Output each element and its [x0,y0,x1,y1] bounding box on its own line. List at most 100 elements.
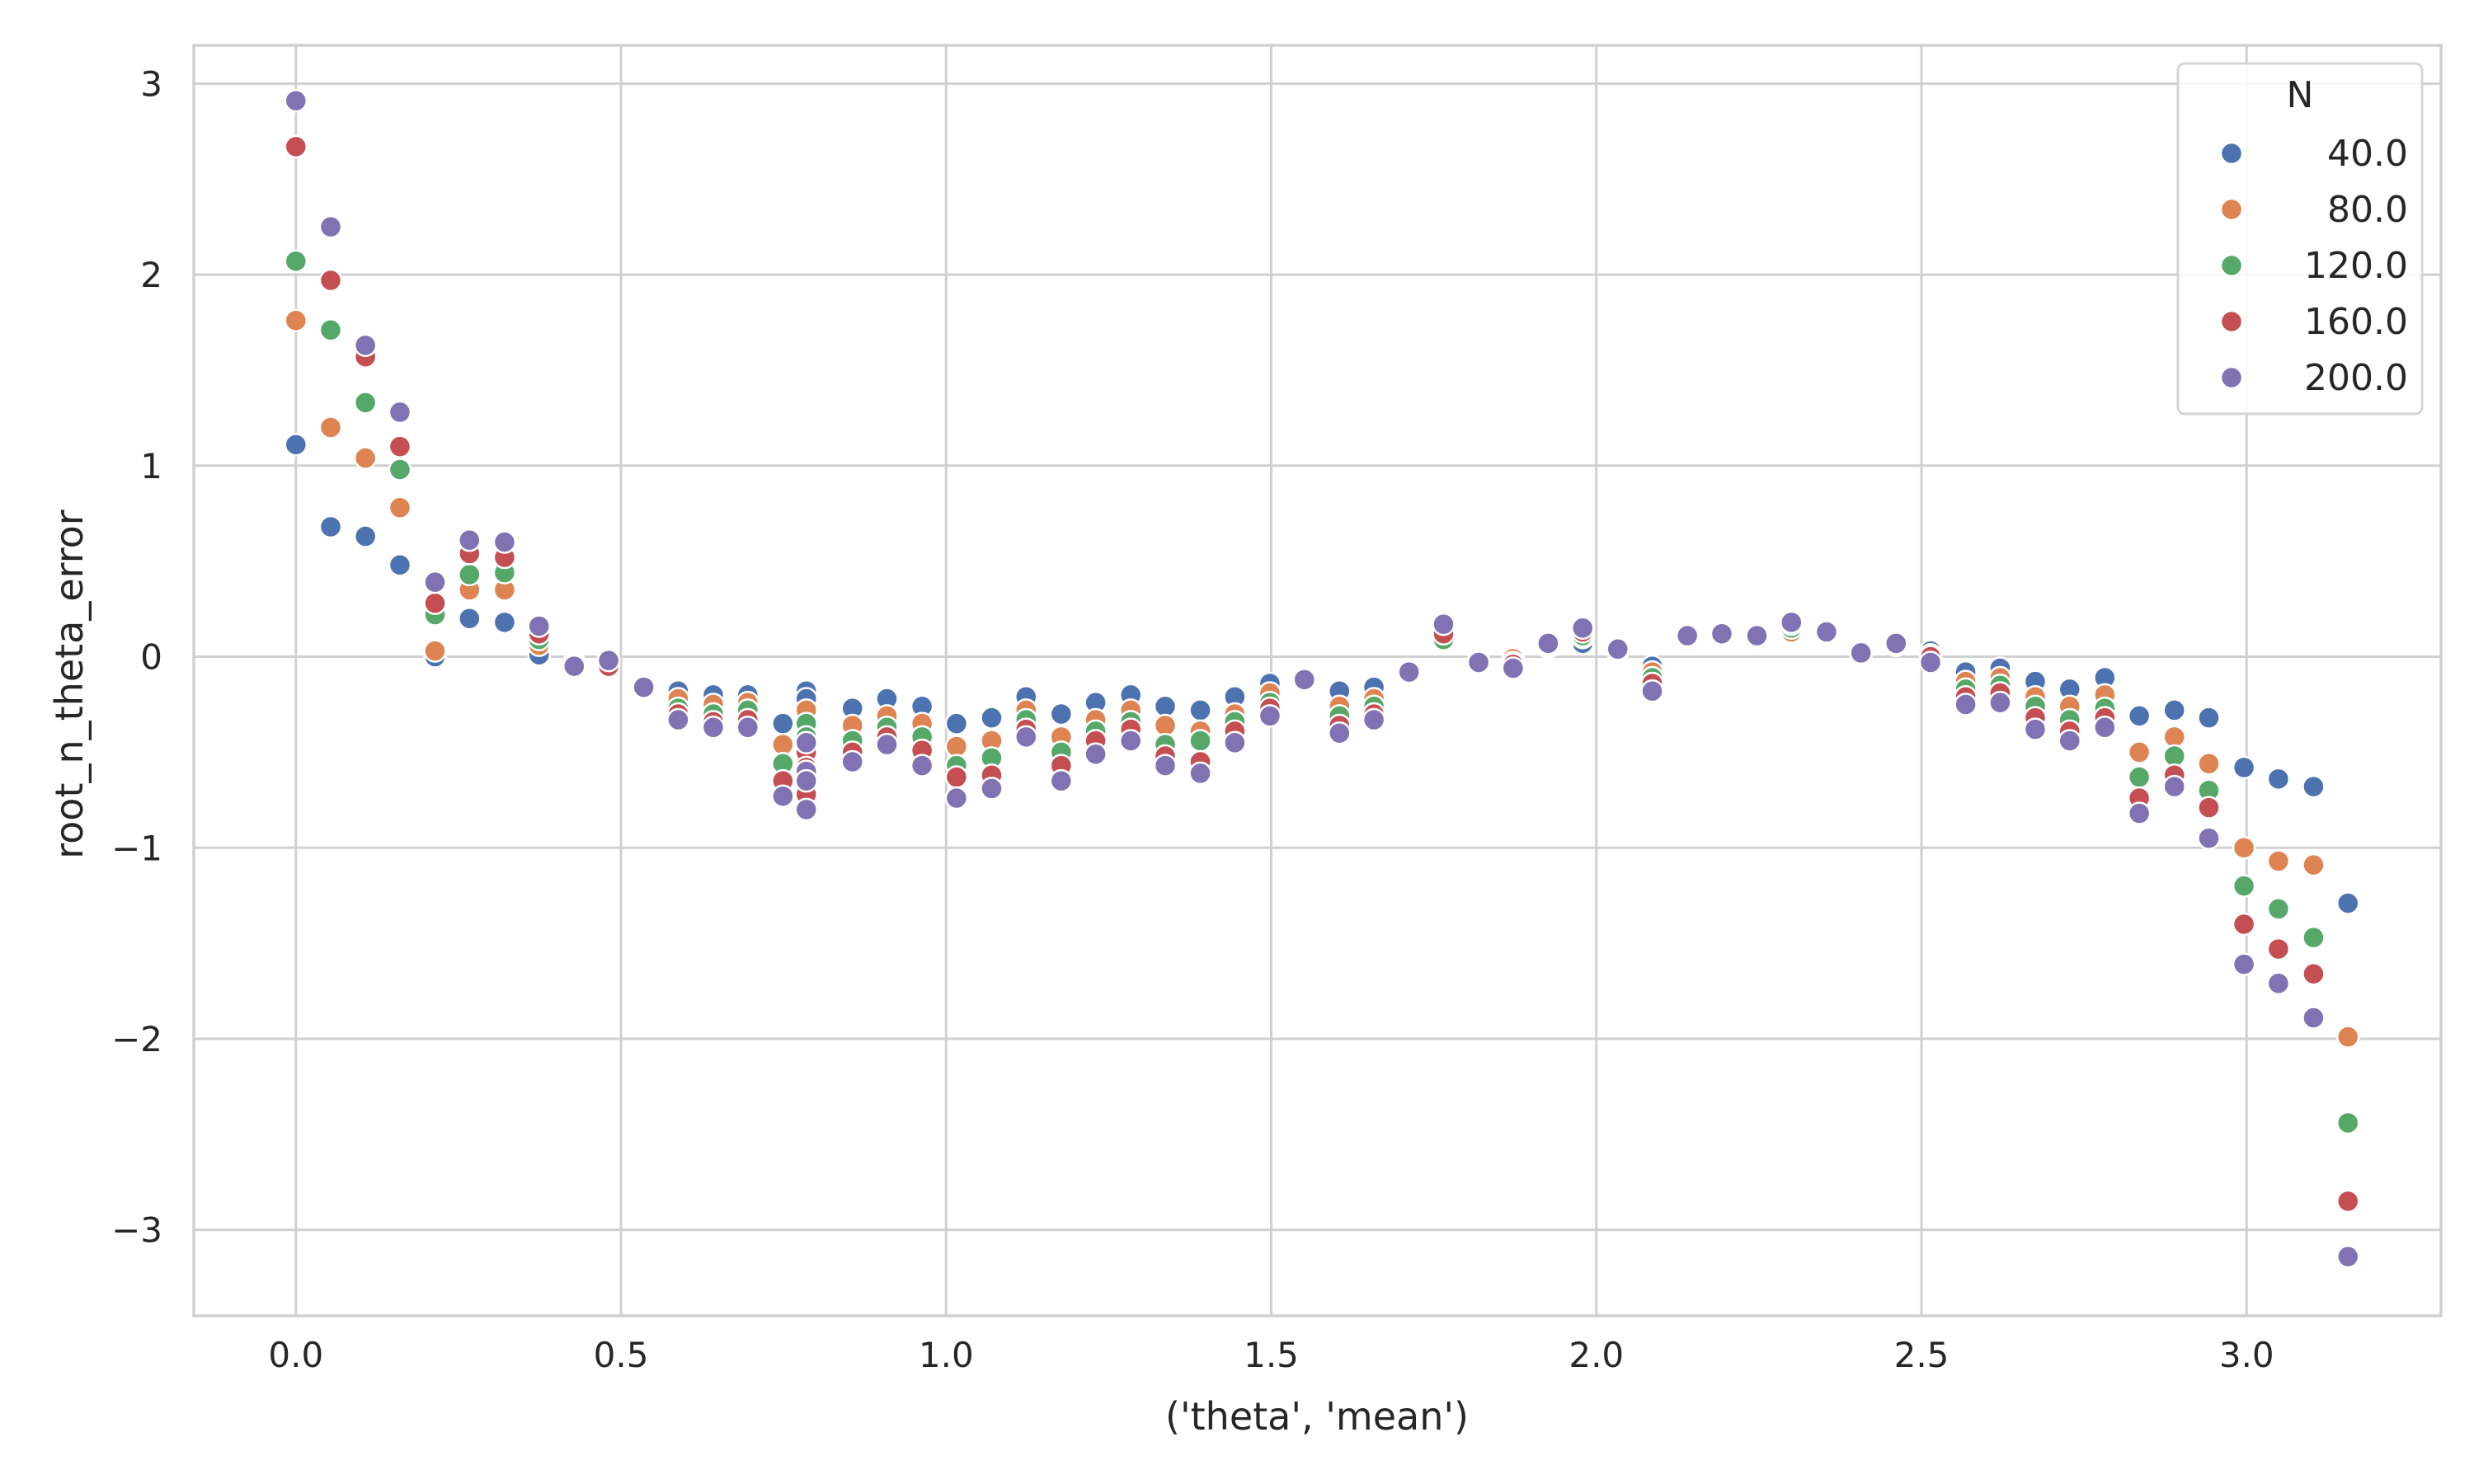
data-point [2093,716,2117,740]
data-point [284,134,308,159]
series-80.0 [284,308,2360,1049]
series-120.0 [284,249,2360,1135]
data-point [388,434,412,458]
legend-label: 160.0 [2304,301,2408,343]
data-point [794,797,819,822]
data-point [2197,796,2221,819]
data-point [1501,656,1526,680]
data-point [980,706,1004,730]
data-point [632,675,656,699]
x-tick-label: 0.0 [268,1335,323,1375]
data-point [353,391,378,415]
data-point [423,639,447,663]
y-tick-label: −3 [111,1210,162,1251]
data-point [458,562,482,587]
y-tick-label: −2 [111,1019,162,1059]
data-point [2266,937,2291,961]
data-point [1049,768,1074,793]
data-point [1328,721,1352,745]
data-point [2266,767,2291,791]
data-point [2127,801,2152,825]
data-point [2335,1189,2360,1214]
y-tick-label: −1 [111,828,162,868]
data-point [284,88,308,113]
legend: N 40.0 80.0 120.0 160.0 200.0 [2176,62,2424,416]
data-point [2335,1025,2360,1049]
data-point [736,716,760,740]
data-point [2162,698,2186,722]
data-point [1223,730,1247,755]
data-point [2127,704,2152,728]
data-point [1710,622,1734,646]
data-point [562,654,586,679]
y-axis-label: root_n_theta_error [47,510,92,859]
data-point [2197,826,2221,850]
legend-label: 200.0 [2304,357,2408,399]
data-point [1397,660,1421,684]
data-point [2232,874,2256,898]
data-point [875,732,899,757]
data-point [353,446,378,470]
y-axis-ticks: 3 2 1 0 −1 −2 −3 [111,63,162,1250]
data-point [388,553,412,577]
x-tick-label: 0.5 [594,1335,649,1375]
legend-marker [2219,365,2244,390]
data-point [1954,693,1978,716]
data-point [794,730,819,755]
data-point [388,400,412,425]
data-point [353,524,378,548]
data-point [2302,961,2326,986]
data-point [771,711,795,735]
data-point [1188,698,1212,722]
legend-marker [2219,253,2244,278]
data-point [388,495,412,520]
data-point [492,610,517,635]
data-point [2232,755,2256,780]
series-40.0 [284,433,2360,915]
data-point [1640,679,1664,703]
data-point [2058,729,2082,753]
data-point [2266,897,2291,921]
data-point [318,214,343,239]
legend-label: 120.0 [2304,245,2408,287]
data-point [423,591,447,615]
y-tick-label: 2 [140,255,162,295]
data-point [1014,725,1038,749]
data-point [2302,1006,2326,1030]
data-point [318,268,343,293]
data-point [318,514,343,539]
series-160.0 [284,134,2360,1214]
data-point [2266,971,2291,996]
data-point [980,777,1004,801]
data-point [2335,891,2360,915]
x-tick-label: 3.0 [2219,1335,2274,1375]
data-point [458,606,482,631]
legend-items: 40.0 80.0 120.0 160.0 200.0 [2219,133,2408,399]
data-point [318,416,343,439]
data-point [1084,742,1108,766]
data-point [2335,1111,2360,1135]
data-point [1258,704,1282,728]
data-point [2023,717,2048,741]
data-point [1118,729,1143,753]
data-point [492,530,517,554]
legend-label: 80.0 [2327,189,2408,231]
legend-label: 40.0 [2327,133,2408,175]
data-point [944,765,969,789]
data-point [1188,761,1212,786]
data-point [2127,765,2152,789]
data-point [1049,702,1074,726]
x-tick-label: 1.0 [919,1335,974,1375]
data-point [423,570,447,594]
data-point [1536,632,1560,655]
data-point [666,707,690,732]
data-point [910,754,934,777]
legend-title: N [2287,74,2314,116]
data-point [1918,650,1943,674]
x-axis-ticks: 0.0 0.5 1.0 1.5 2.0 2.5 3.0 [268,1335,2274,1375]
x-axis-label: ('theta', 'mean') [1165,1394,1469,1439]
data-point [284,308,308,332]
data-point [2197,752,2221,776]
data-point [1988,690,2012,715]
